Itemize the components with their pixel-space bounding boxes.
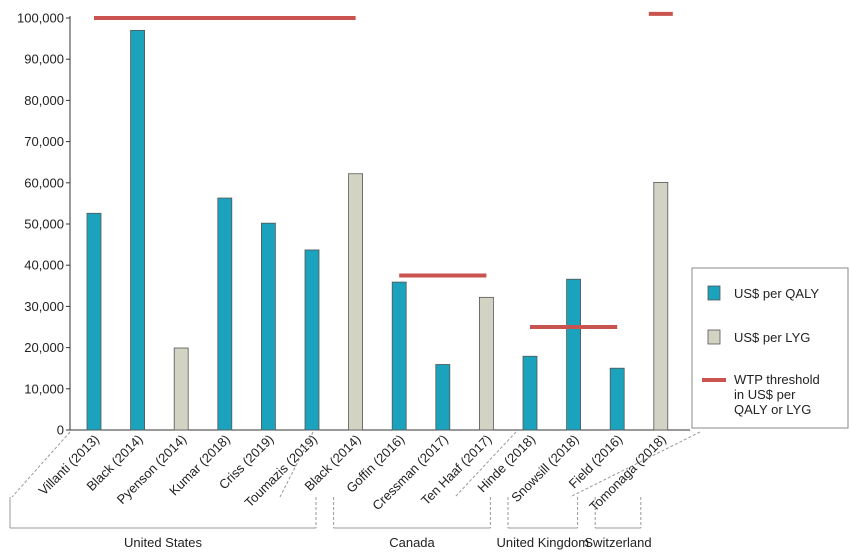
group-guide-line <box>11 431 71 498</box>
threshold-lines <box>94 11 673 329</box>
bar-qaly <box>522 355 538 431</box>
bar-lyg <box>348 173 364 431</box>
axes: 0 10,000 20,000 30,000 40,000 50,000 60,000 70,… <box>17 11 690 438</box>
bar-qaly <box>260 222 276 431</box>
legend-swatch-lyg <box>707 329 721 345</box>
bar-qaly <box>435 364 451 431</box>
x-tick-labels: Villanti (2013)Black (2014)Pyenson (2014… <box>35 432 668 515</box>
y-tick-label: 100,000 <box>17 11 64 26</box>
bar-qaly <box>86 212 102 431</box>
y-tick-label: 80,000 <box>24 93 64 108</box>
bar-qaly <box>130 29 146 431</box>
bar-qaly <box>217 197 233 431</box>
group-label: United Kingdom <box>497 535 590 550</box>
group-label: Switzerland <box>584 535 651 550</box>
legend-label-qaly: US$ per QALY <box>734 286 819 301</box>
y-tick-label: 20,000 <box>24 340 64 355</box>
y-tick-label: 70,000 <box>24 134 64 149</box>
x-tick-label: Cressman (2017) <box>369 432 451 514</box>
bars <box>86 29 669 431</box>
bar-qaly <box>609 367 625 431</box>
y-tick-label: 30,000 <box>24 299 64 314</box>
group-guide-line <box>569 431 701 498</box>
country-groups: United States Canada United KingdomSwitzer… <box>9 431 701 550</box>
bar-lyg <box>478 296 494 431</box>
bar-qaly <box>391 281 407 431</box>
y-tick-label: 90,000 <box>24 52 64 67</box>
y-tick-label: 40,000 <box>24 258 64 273</box>
y-tick-label: 0 <box>57 423 64 438</box>
legend-label-lyg: US$ per LYG <box>734 330 810 345</box>
bar-lyg <box>173 347 189 431</box>
group-guide-line <box>279 431 314 498</box>
legend-label-wtp: QALY or LYG <box>734 402 811 417</box>
group-label: Canada <box>389 535 435 550</box>
y-tick-label: 60,000 <box>24 175 64 190</box>
bar-lyg <box>653 181 669 431</box>
bar-qaly <box>566 278 581 431</box>
y-tick-label: 10,000 <box>24 381 64 396</box>
legend-label-wtp: in US$ per <box>734 387 796 402</box>
legend-swatch-qaly <box>707 285 721 301</box>
group-label: United States <box>124 535 203 550</box>
bar-qaly <box>304 249 320 431</box>
legend-label-wtp: WTP threshold <box>734 372 820 387</box>
x-tick-label: Tomonaga (2018) <box>586 432 669 515</box>
y-tick-label: 50,000 <box>24 217 64 232</box>
